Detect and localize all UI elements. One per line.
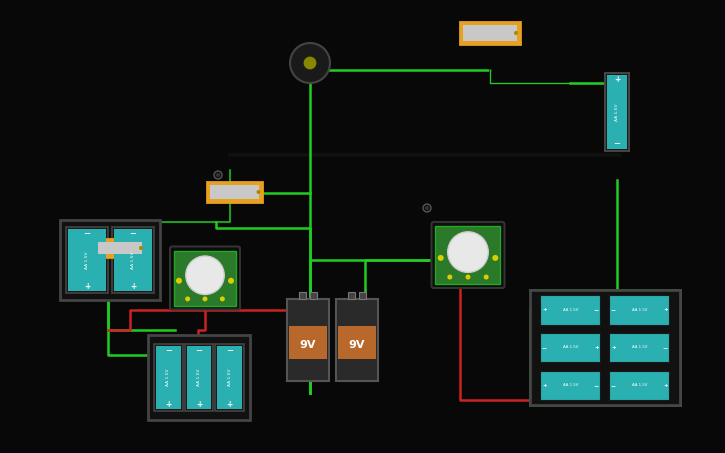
Bar [60,220,160,300]
Bar [541,333,600,362]
Circle shape [438,255,444,261]
Circle shape [290,43,330,83]
Text: −: − [83,229,91,238]
Bar [185,344,213,411]
Text: +: + [130,282,136,291]
Text: AA 1.5V: AA 1.5V [631,308,647,312]
Circle shape [304,57,316,69]
Bar [187,347,211,409]
Bar [95,239,145,257]
Bar [436,226,500,284]
Text: +: + [165,400,172,409]
Text: AA 1.5V: AA 1.5V [563,308,578,312]
Text: AA 1.5V: AA 1.5V [563,383,578,387]
Bar [174,251,236,305]
Text: −: − [613,140,621,149]
Text: −: − [196,346,202,355]
Text: +: + [614,76,620,85]
Bar [605,73,629,151]
Text: +: + [196,400,202,409]
Bar [68,229,106,291]
Text: +: + [594,345,599,350]
Circle shape [186,256,224,294]
Bar [218,347,242,409]
Text: AA 1.5V: AA 1.5V [631,383,647,387]
Circle shape [423,204,431,212]
Bar [299,292,306,299]
Circle shape [176,278,182,284]
Circle shape [465,275,471,280]
Bar [359,292,366,299]
Bar [610,294,669,324]
Text: +: + [542,307,547,312]
Circle shape [202,296,207,301]
Circle shape [448,232,489,272]
Bar [98,242,142,254]
Circle shape [216,173,220,177]
Bar [348,292,355,299]
Text: AA 1.5V: AA 1.5V [228,369,231,386]
Circle shape [514,31,518,35]
Circle shape [139,246,143,250]
Text: AA 1.5V: AA 1.5V [85,251,89,269]
Bar [338,326,376,359]
Text: −: − [611,307,616,312]
Text: +: + [542,383,547,388]
Text: −: − [594,307,599,312]
FancyBboxPatch shape [170,246,240,309]
Text: AA 1.5V: AA 1.5V [167,369,170,386]
Text: −: − [611,383,616,388]
Text: 9V: 9V [349,340,365,350]
Bar [215,344,244,411]
Text: AA 1.5V: AA 1.5V [131,251,135,269]
Text: −: − [130,229,136,238]
Bar [310,292,317,299]
Bar [541,371,600,400]
Bar [210,185,260,199]
Bar [207,182,262,202]
Circle shape [484,275,489,280]
Bar [610,371,669,400]
Circle shape [214,171,222,179]
Text: −: − [542,345,547,350]
Text: +: + [84,282,90,291]
Bar [541,294,600,324]
Bar [66,227,108,293]
Text: +: + [226,400,233,409]
Text: −: − [663,345,668,350]
Bar [114,229,152,291]
Circle shape [425,206,429,210]
Text: AA 1.5V: AA 1.5V [563,346,578,350]
Text: AA 1.5V: AA 1.5V [197,369,201,386]
Circle shape [220,296,225,301]
Bar [287,299,329,381]
Circle shape [228,278,234,284]
Circle shape [492,255,498,261]
Text: +: + [611,345,616,350]
Circle shape [257,190,260,194]
Text: −: − [165,346,172,355]
Bar [610,333,669,362]
Bar [460,22,520,44]
FancyBboxPatch shape [431,222,505,288]
Text: −: − [226,346,233,355]
Text: AA 1.5V: AA 1.5V [631,346,647,350]
Bar [607,75,627,149]
Text: +: + [663,307,668,312]
Text: AA 1.5V: AA 1.5V [615,103,619,121]
Bar [148,335,250,420]
Bar [530,290,680,405]
Bar [112,227,154,293]
Bar [289,326,327,359]
Circle shape [185,296,190,301]
Text: −: − [594,383,599,388]
Bar [154,344,183,411]
Text: 9V: 9V [299,340,316,350]
Text: +: + [663,383,668,388]
Bar [336,299,378,381]
Bar [156,347,181,409]
Bar [463,25,517,41]
Circle shape [447,275,452,280]
